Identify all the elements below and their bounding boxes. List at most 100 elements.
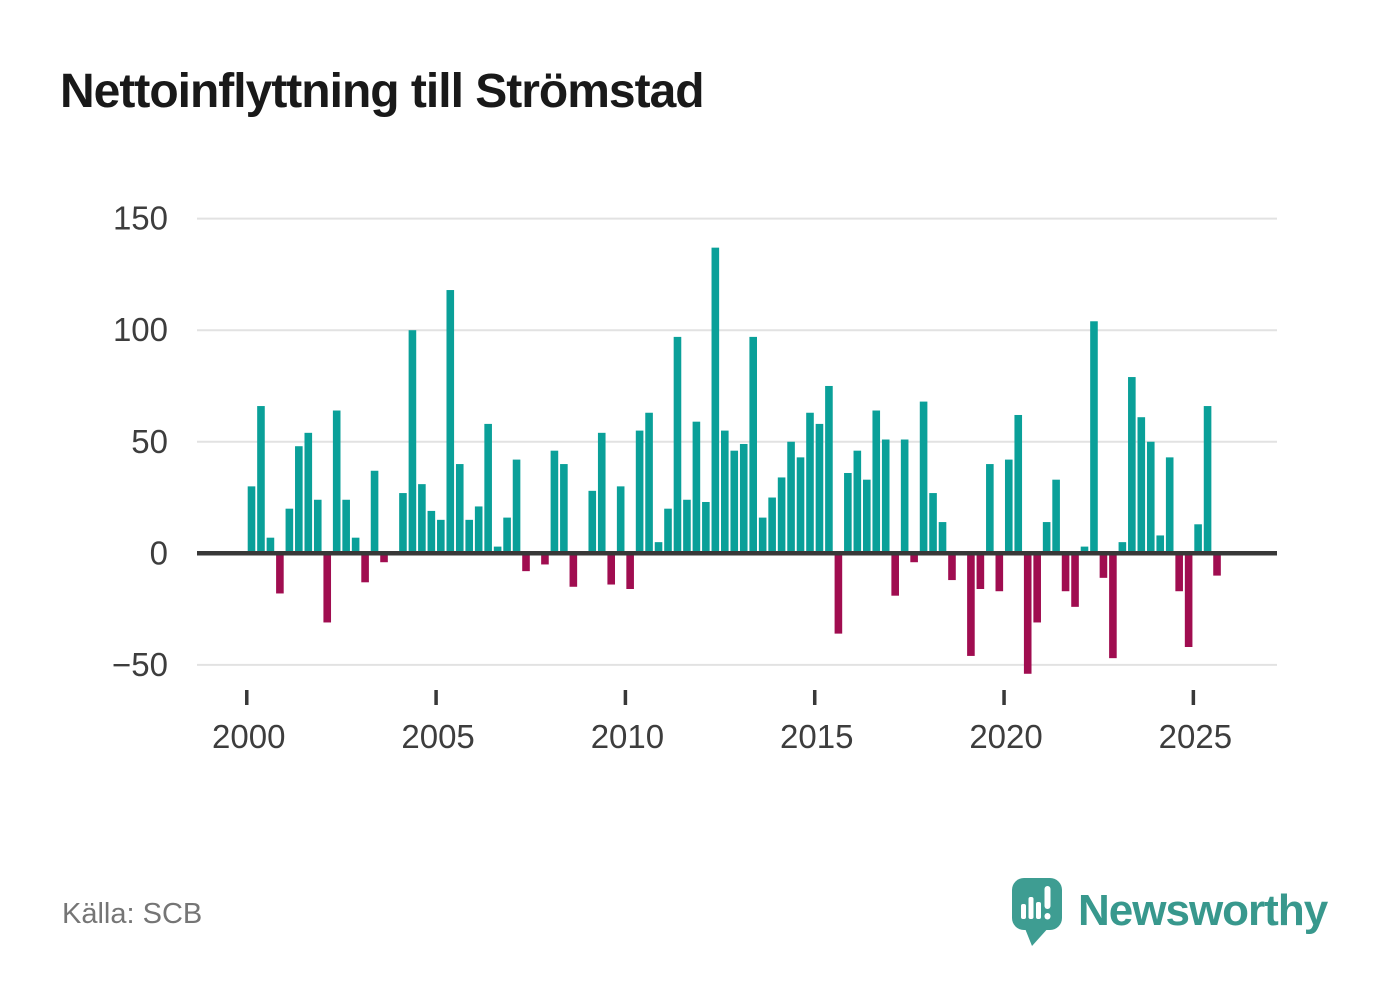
bar-negative — [1175, 553, 1183, 592]
bar-negative — [1033, 553, 1041, 623]
bar-negative — [569, 553, 578, 587]
bar-positive — [777, 477, 786, 554]
bar-positive — [758, 517, 767, 554]
bar-negative — [1071, 553, 1079, 607]
bar-negative — [1061, 553, 1070, 592]
bar-positive — [635, 430, 644, 554]
bar-negative — [361, 553, 369, 583]
bar-positive — [1090, 321, 1098, 554]
bar-positive — [351, 537, 360, 554]
bar-positive — [1080, 546, 1089, 554]
bar-positive — [313, 499, 322, 554]
source-label: Källa: SCB — [62, 898, 203, 930]
bar-negative — [1213, 553, 1221, 576]
bar-positive — [1165, 457, 1174, 554]
bar-positive — [929, 493, 937, 554]
bar-positive — [427, 510, 436, 554]
bar-positive — [1137, 417, 1146, 554]
bar-positive — [285, 508, 294, 554]
bar-positive — [503, 517, 511, 554]
bar-positive — [399, 493, 407, 554]
bar-positive — [588, 490, 597, 554]
bar-positive — [484, 423, 492, 554]
bar-positive — [1042, 522, 1051, 554]
bar-positive — [1118, 542, 1127, 554]
bar-positive — [560, 464, 568, 554]
bar-positive — [266, 537, 275, 554]
bar-negative — [1109, 553, 1117, 659]
bar-positive — [616, 486, 625, 554]
bar-positive — [919, 401, 928, 554]
bar-positive — [1156, 535, 1165, 554]
bar-positive — [370, 470, 379, 554]
bar-negative — [948, 553, 956, 581]
x-axis-tick-label: 2005 — [401, 718, 474, 755]
bar-negative — [607, 553, 616, 585]
bar-positive — [1014, 414, 1023, 554]
bar-negative — [276, 553, 284, 594]
brand-logo: Newsworthy — [1006, 872, 1328, 952]
bar-positive — [739, 443, 748, 554]
bar-positive — [768, 497, 776, 554]
bar-negative — [834, 553, 843, 634]
bar-positive — [796, 457, 805, 554]
y-axis-tick-label: 50 — [131, 423, 168, 460]
x-axis-tick-label: 2015 — [780, 718, 853, 755]
bar-negative — [323, 553, 332, 623]
bar-positive — [1128, 377, 1136, 554]
bar-positive — [673, 336, 682, 554]
x-axis-tick-label: 2020 — [969, 718, 1042, 755]
bar-positive — [749, 336, 757, 554]
bar-positive — [512, 459, 521, 554]
bar-positive — [862, 479, 871, 554]
bar-positive — [881, 439, 890, 554]
bar-positive — [1194, 524, 1202, 554]
bar-positive — [986, 464, 994, 554]
bar-positive — [872, 410, 881, 554]
bar-positive — [787, 441, 795, 554]
speech-bubble-icon — [1012, 878, 1062, 946]
bar-positive — [418, 484, 426, 554]
bar-positive — [257, 406, 265, 554]
bar-positive — [474, 506, 483, 554]
bar-negative — [967, 553, 975, 656]
bar-positive — [455, 464, 464, 554]
bar-positive — [332, 410, 341, 554]
bar-negative — [1023, 553, 1032, 674]
bar-positive — [408, 330, 417, 554]
y-axis-tick-label: −50 — [112, 646, 168, 683]
bar-negative — [626, 553, 634, 589]
bar-positive — [692, 421, 701, 554]
bar-positive — [711, 247, 720, 554]
bar-positive — [702, 501, 710, 554]
bar-negative — [380, 553, 388, 563]
bar-positive — [900, 439, 909, 554]
bar-negative — [522, 553, 530, 572]
bar-positive — [1203, 406, 1212, 554]
bar-positive — [1146, 441, 1155, 554]
bar-negative — [541, 553, 549, 565]
bar-positive — [493, 546, 502, 554]
bar-positive — [446, 290, 455, 554]
x-axis-tick-label: 2025 — [1159, 718, 1232, 755]
bar-positive — [654, 542, 663, 554]
bar-negative — [891, 553, 899, 596]
bar-positive — [304, 432, 313, 554]
x-axis-tick-label: 2000 — [212, 718, 285, 755]
bar-negative — [976, 553, 985, 589]
newsworthy-logo-icon — [1012, 878, 1062, 946]
bar-positive — [342, 499, 350, 554]
bar-positive — [247, 486, 256, 554]
bar-positive — [853, 450, 862, 554]
bar-positive — [1004, 459, 1013, 554]
bar-negative — [1099, 553, 1108, 578]
bar-positive — [295, 446, 303, 554]
bar-negative — [1184, 553, 1193, 648]
bar-positive — [938, 522, 947, 554]
bar-positive — [1052, 479, 1060, 554]
bar-positive — [825, 385, 833, 554]
bar-negative — [995, 553, 1004, 592]
bar-positive — [437, 519, 445, 554]
y-axis-tick-label: 0 — [150, 534, 168, 571]
